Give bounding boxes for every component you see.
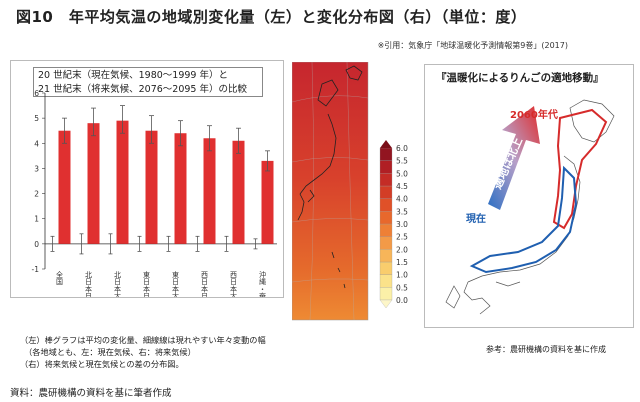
bar-chart-panel: 20 世紀末（現在気候、1980～1999 年）と 21 世紀末（将来気候、20… — [10, 60, 284, 298]
colorbar-segment — [379, 236, 393, 250]
legend-line-2: 21 世紀末（将来気候、2076～2095 年）の比較 — [38, 84, 247, 95]
apple-map: 適地は北上 2060年代 現在 — [445, 99, 615, 315]
colorbar-tick-label: 5.5 — [396, 157, 408, 166]
bar — [174, 133, 187, 244]
colorbar-tick-label: 3.5 — [396, 207, 408, 216]
bar — [261, 160, 274, 244]
bar — [145, 130, 158, 244]
category-label: 全国 — [56, 270, 63, 286]
colorbar-tick-label: 5.0 — [396, 169, 408, 178]
category-label: 北日本太平洋側 — [114, 271, 121, 297]
change-map: 0.0 0.5 1.0 1.5 2.0 2.5 3.0 3.5 4.0 4.5 5.0 5.5 6.0 — [292, 62, 408, 321]
y-tick-label: 1 — [34, 215, 39, 224]
bar — [116, 120, 129, 244]
figure-title: 図10 年平均気温の地域別変化量（左）と変化分布図（右）（単位：度） — [16, 8, 527, 26]
colorbar-segment — [379, 249, 393, 263]
colorbar-top-arrow — [380, 140, 392, 148]
category-label: 東日本太平洋側 — [172, 270, 179, 297]
colorbar-segment — [379, 147, 393, 161]
colorbar-segment — [379, 223, 393, 237]
legend-box: 20 世紀末（現在気候、1980～1999 年）と 21 世紀末（将来気候、20… — [33, 67, 263, 97]
category-label: 北日本日本海側 — [85, 271, 92, 297]
colorbar-segment — [379, 198, 393, 212]
note-line-3: （右）将来気候と現在気候との差の分布図。 — [20, 359, 184, 369]
y-tick-label: 5 — [34, 114, 39, 123]
category-label: 沖縄・奄美 — [259, 270, 266, 297]
colorbar-tick-label: 1.5 — [396, 258, 408, 267]
colorbar-tick-label: 6.0 — [396, 144, 408, 153]
colorbar-tick-label: 0.5 — [396, 283, 408, 292]
bar — [58, 130, 71, 244]
colorbar-segment — [379, 173, 393, 187]
note-line-2: （各地域とも、左：現在気候、右：将来気候） — [20, 347, 196, 357]
category-label: 西日本太平洋側 — [230, 271, 237, 297]
colorbar-bottom-arrow — [379, 299, 393, 309]
colorbar-segment — [379, 274, 393, 288]
present-label: 現在 — [466, 212, 486, 225]
colorbar-tick-label: 4.5 — [396, 182, 408, 191]
colorbar: 0.0 0.5 1.0 1.5 2.0 2.5 3.0 3.5 4.0 4.5 5.0 5.5 6.0 — [379, 140, 408, 309]
bar — [232, 140, 245, 244]
apple-map-title: 『温暖化によるりんごの適地移動』 — [436, 72, 604, 84]
bar — [87, 123, 100, 244]
colorbar-tick-label: 4.0 — [396, 195, 408, 204]
category-label: 西日本日本海側 — [201, 271, 208, 297]
future-region-outline — [552, 108, 608, 230]
colorbar-segment — [379, 185, 393, 199]
future-label: 2060年代 — [510, 108, 558, 121]
present-region-outline — [469, 165, 578, 274]
map-background — [292, 62, 369, 321]
legend-line-1: 20 世紀末（現在気候、1980～1999 年）と — [38, 70, 228, 81]
colorbar-tick-label: 2.5 — [396, 233, 408, 242]
note-line-1: （左）棒グラフは平均の変化量、細線線は現れやすい年々変動の幅 — [20, 335, 266, 345]
colorbar-tick-label: 1.0 — [396, 271, 408, 280]
y-tick-label: 3 — [34, 164, 39, 173]
colorbar-segment — [379, 287, 393, 301]
bar — [203, 138, 216, 244]
apple-japan-outline — [445, 99, 615, 315]
notes: （左）棒グラフは平均の変化量、細線線は現れやすい年々変動の幅 （各地域とも、左：… — [20, 334, 266, 370]
y-tick-label: 4 — [34, 139, 39, 148]
source-note: 資料：農研機構の資料を基に筆者作成 — [10, 388, 172, 399]
colorbar-tick-label: 2.0 — [396, 245, 408, 254]
bar-chart: -1 0 1 2 3 4 5 6 全国 北日本日本海側 北日本太平洋側 東日本日本海側 東日本太平洋側 西… — [32, 89, 277, 297]
y-tick-label: 6 — [34, 89, 39, 98]
colorbar-segment — [379, 261, 393, 275]
apple-reference: 参考：農研機構の資料を基に作成 — [486, 345, 606, 354]
y-tick-label: 2 — [34, 190, 39, 199]
colorbar-tick-label: 0.0 — [396, 296, 408, 305]
y-tick-label: -1 — [32, 265, 40, 274]
colorbar-tick-label: 3.0 — [396, 220, 408, 229]
category-label: 東日本日本海側 — [143, 270, 150, 297]
y-tick-label: 0 — [34, 240, 39, 249]
northward-arrow — [488, 106, 540, 210]
japan-outline — [297, 65, 363, 289]
colorbar-segment — [379, 211, 393, 225]
citation: ※引用：気象庁「地球温暖化予測情報第9巻」(2017) — [377, 41, 568, 50]
colorbar-segment — [379, 160, 393, 174]
